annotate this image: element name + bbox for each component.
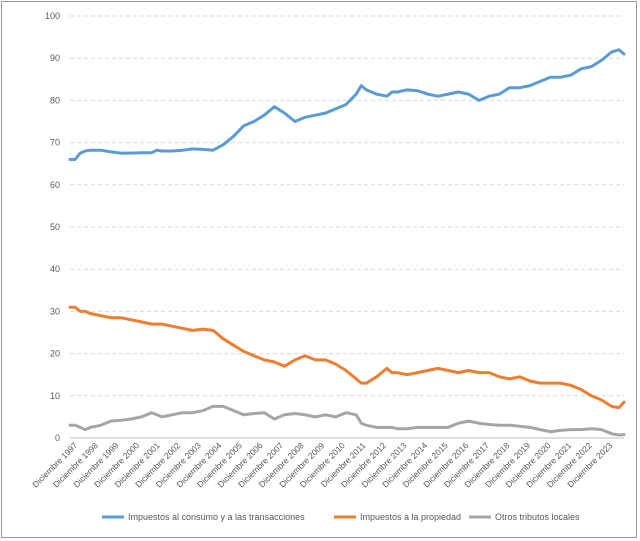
legend-label: Impuestos al consumo y a las transaccion… bbox=[128, 512, 305, 522]
legend-label: Impuestos a la propiedad bbox=[360, 512, 461, 522]
series-lines bbox=[68, 48, 626, 437]
legend-item: Impuestos al consumo y a las transaccion… bbox=[102, 512, 305, 522]
series-line-3 bbox=[68, 404, 626, 437]
legend: Impuestos al consumo y a las transaccion… bbox=[102, 512, 580, 522]
y-axis-ticks: 0 10 20 30 40 50 60 70 80 90 100 bbox=[45, 11, 60, 443]
y-tick-label: 20 bbox=[50, 349, 60, 359]
y-tick-label: 90 bbox=[50, 53, 60, 63]
gridlines bbox=[70, 15, 624, 397]
y-tick-label: 50 bbox=[50, 222, 60, 232]
y-tick-label: 100 bbox=[45, 11, 60, 21]
y-tick-label: 70 bbox=[50, 138, 60, 148]
y-tick-label: 40 bbox=[50, 264, 60, 274]
series-line-2 bbox=[68, 305, 626, 410]
y-tick-label: 80 bbox=[50, 95, 60, 105]
legend-item: Impuestos a la propiedad bbox=[334, 512, 461, 522]
y-tick-label: 10 bbox=[50, 391, 60, 401]
y-tick-label: 0 bbox=[55, 433, 60, 443]
series-line-1 bbox=[68, 48, 626, 161]
legend-item: Otros tributos locales bbox=[469, 512, 580, 522]
y-tick-label: 60 bbox=[50, 180, 60, 190]
legend-label: Otros tributos locales bbox=[495, 512, 580, 522]
y-tick-label: 30 bbox=[50, 306, 60, 316]
